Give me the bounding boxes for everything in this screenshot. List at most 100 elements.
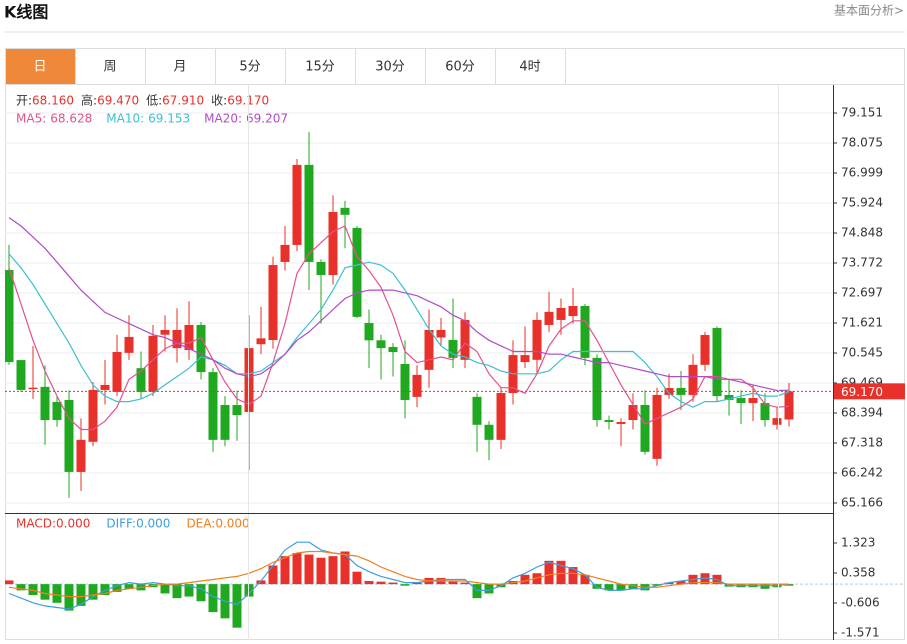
legend-text: MA20:	[204, 112, 242, 126]
y-tick-label: 0.358	[841, 566, 875, 580]
fundamental-link[interactable]: 基本面分析>	[834, 4, 904, 18]
candle-body	[88, 389, 98, 442]
candle-body	[412, 374, 422, 397]
macd-bar	[280, 556, 290, 585]
macd-bar	[460, 582, 470, 585]
macd-bar	[196, 584, 206, 602]
tab[interactable]	[285, 48, 356, 85]
series-line	[8, 225, 790, 431]
legend-text: DIFF:	[106, 517, 136, 531]
macd-bar	[340, 551, 350, 585]
macd-bar	[28, 584, 38, 596]
candle-body	[448, 340, 458, 358]
y-tick-label: 79.151	[841, 105, 883, 119]
candle-body	[5, 270, 14, 363]
overlay: 69.170	[5, 383, 905, 400]
candle-body	[400, 364, 410, 400]
candle-body	[772, 418, 782, 425]
macd-bar	[232, 584, 242, 628]
macd-bar	[184, 584, 194, 597]
macd-bar	[316, 557, 326, 585]
candle-body	[232, 404, 242, 416]
candle-body	[208, 372, 218, 440]
y-tick-label: 70.545	[841, 345, 883, 359]
candle-body	[148, 335, 158, 392]
candle-body	[652, 394, 662, 459]
macd-bar	[112, 584, 122, 592]
price-panel: 79.151 78.075 76.999 75.924 74.848 73.772 72.6…	[5, 93, 883, 509]
candle-body	[328, 212, 338, 276]
y-tick-label: 76.999	[841, 166, 883, 180]
candle-body	[340, 207, 350, 215]
series-line	[8, 217, 790, 392]
macd-bar	[376, 581, 386, 585]
tab[interactable]	[145, 48, 216, 85]
tab-label[interactable]: 60分	[445, 60, 475, 75]
candle-body	[724, 394, 734, 400]
candle-body	[604, 420, 614, 423]
series-line	[8, 541, 790, 610]
legend-text: DEA:	[186, 517, 215, 531]
y-tick-label: -0.606	[841, 595, 880, 609]
candle-body	[784, 391, 794, 420]
y-tick-label: 1.323	[841, 535, 875, 549]
tab[interactable]	[355, 48, 426, 85]
tab-label[interactable]: 30分	[375, 60, 405, 75]
macd-bar	[124, 584, 134, 589]
macd-bar	[472, 584, 482, 599]
tab-label[interactable]: 日	[33, 60, 46, 75]
macd-bar	[172, 584, 182, 599]
candle-body	[196, 324, 206, 373]
candle-body	[112, 352, 122, 392]
macd-bar	[556, 560, 566, 585]
candle-body	[52, 401, 62, 421]
macd-bar	[628, 584, 638, 589]
candle-body	[568, 305, 578, 317]
macd-bar	[676, 581, 686, 585]
legend-text: 高:	[81, 93, 97, 108]
macd-bar	[652, 584, 662, 586]
candle-body	[280, 244, 290, 262]
candle-body	[700, 335, 710, 365]
tab-label[interactable]: 15分	[305, 60, 335, 75]
macd-bar	[88, 584, 98, 600]
macd-bar	[412, 582, 422, 585]
tab[interactable]	[5, 48, 76, 85]
macd-bar	[544, 560, 554, 585]
tab[interactable]	[495, 48, 566, 85]
tab-label[interactable]: 4时	[519, 60, 540, 75]
last-price-box	[834, 383, 905, 400]
tab-label[interactable]: 月	[173, 60, 186, 75]
macd-bar	[52, 584, 62, 603]
last-price-label: 69.170	[841, 385, 883, 399]
macd-bar	[604, 584, 614, 591]
candle-body	[496, 393, 506, 440]
y-tick-label: 78.075	[841, 136, 883, 150]
candle-body	[136, 368, 146, 392]
series-line	[8, 550, 789, 598]
candle-body	[640, 404, 650, 452]
candle-body	[460, 319, 470, 360]
candle-body	[100, 384, 110, 390]
legend-text: 69.470	[97, 94, 139, 108]
macd-bar	[76, 584, 86, 606]
candle-body	[592, 357, 602, 421]
tab-label[interactable]: 5分	[239, 60, 260, 75]
y-tick-label: -1.571	[841, 626, 880, 640]
candle-body	[616, 422, 626, 424]
candle-body	[16, 360, 26, 390]
tab[interactable]	[215, 48, 286, 85]
candle-body	[184, 324, 194, 351]
candle-body	[688, 364, 698, 395]
macd-bar	[532, 573, 542, 585]
tab-label[interactable]: 周	[103, 60, 116, 75]
legend-text: 收:	[211, 94, 227, 108]
tab[interactable]	[425, 48, 496, 85]
legend-text: 69.207	[246, 112, 288, 126]
candle-body	[436, 329, 446, 338]
macd-bar	[580, 574, 590, 585]
macd-bar	[760, 584, 770, 589]
macd-bar	[208, 584, 218, 613]
legend-text: 68.628	[50, 112, 92, 126]
